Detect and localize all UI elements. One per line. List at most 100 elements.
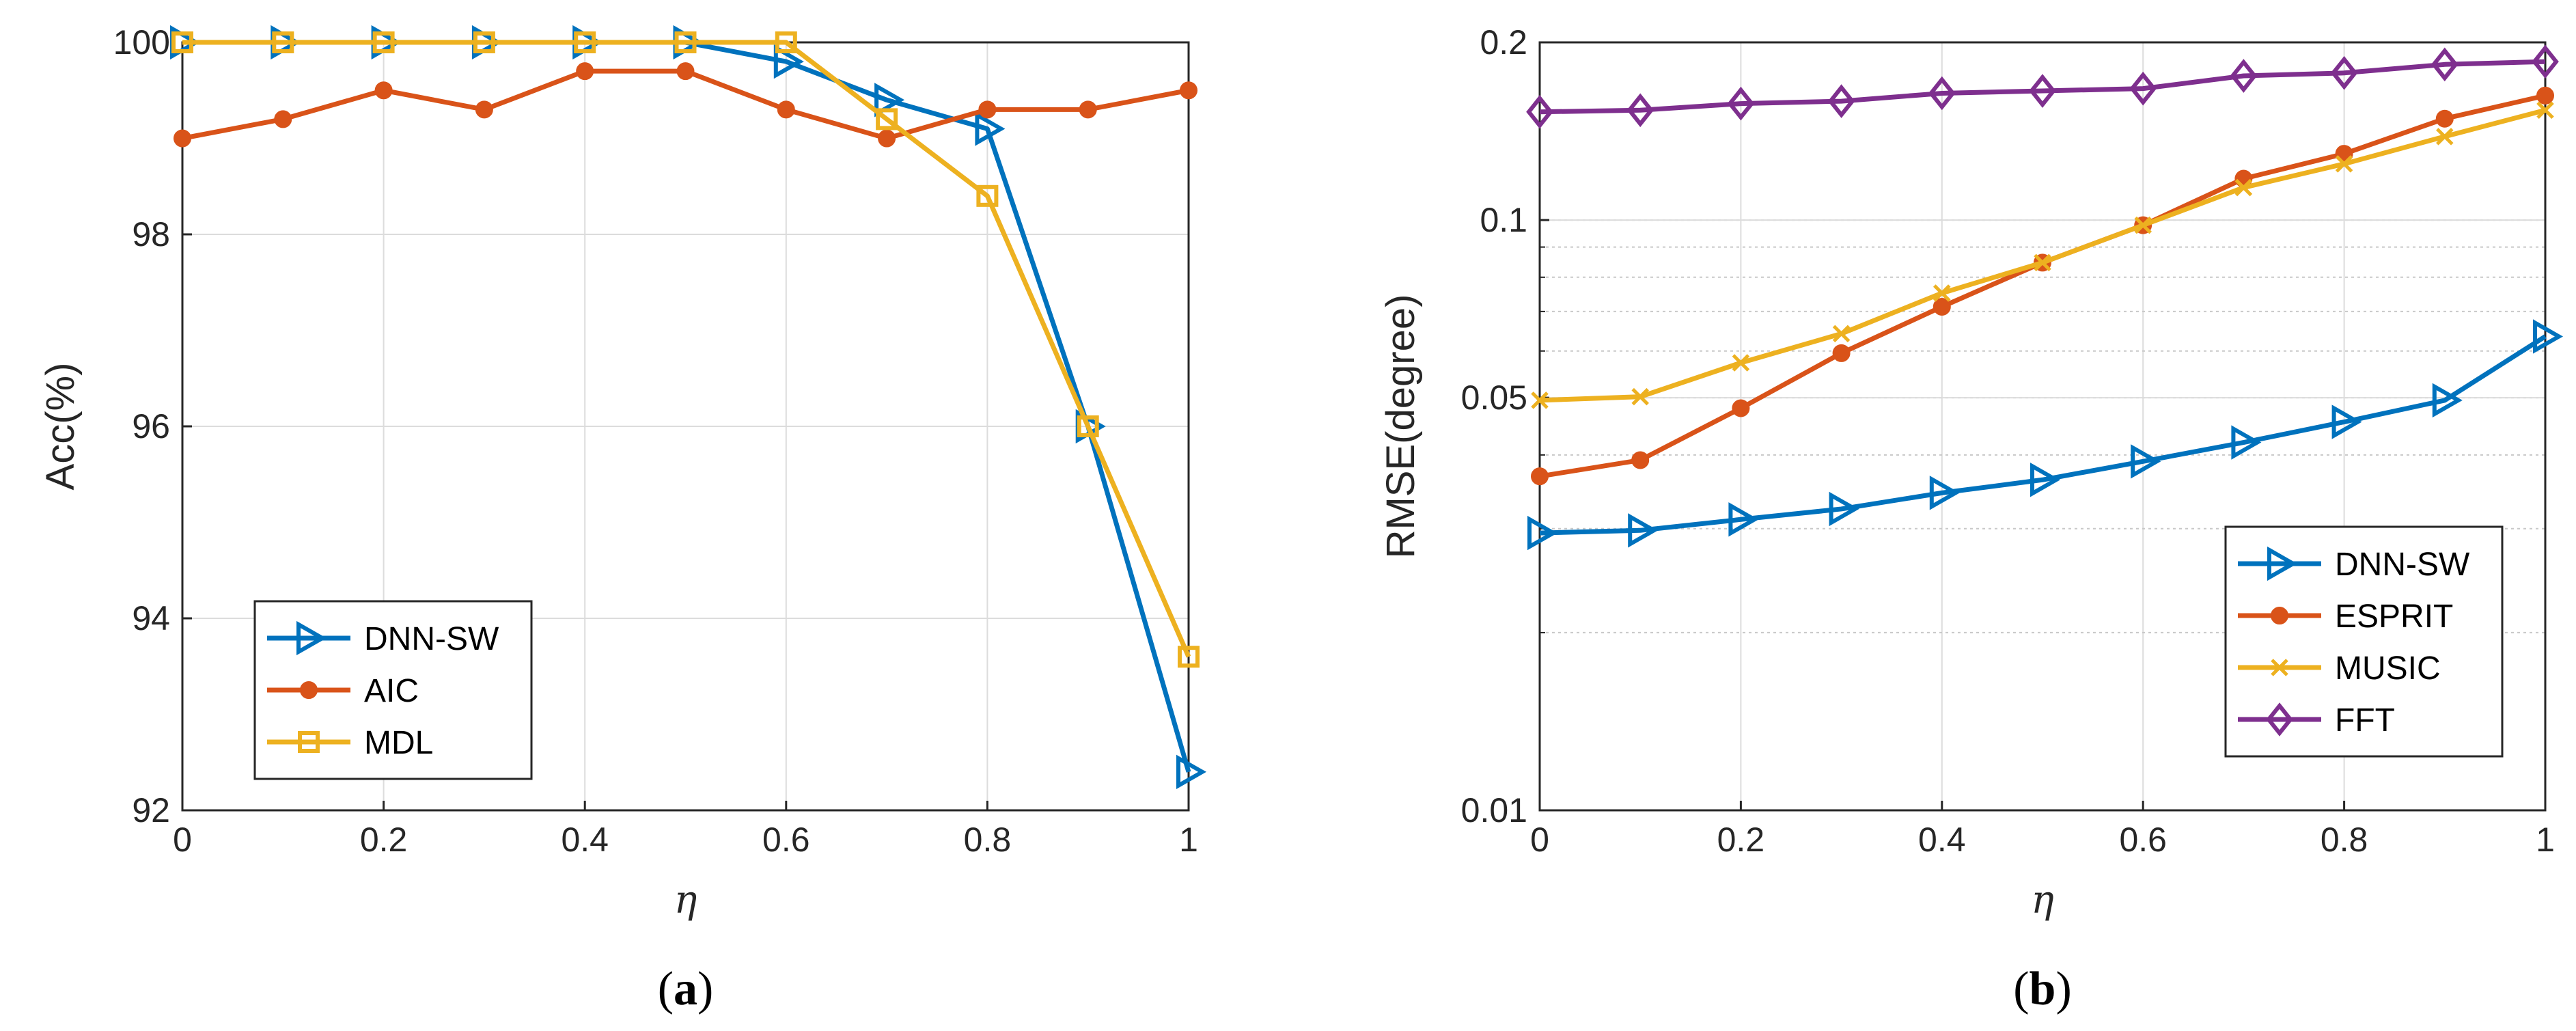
a-legend-marker [298,731,320,753]
a-line-mdl [182,40,1191,658]
b-point-dnn-sw [2231,425,2262,460]
a-x-tick-label: 0.6 [762,821,810,859]
b-point-music [1531,391,1549,409]
b-point-fft [1827,84,1855,118]
b-point-music [2234,178,2253,197]
a-point-aic [978,100,997,119]
a-legend-label: AIC [364,673,419,709]
b-point-music [2335,155,2353,173]
b-point-fft [2430,47,2459,82]
panel-b-axes-box [1538,41,2547,812]
b-point-music [1832,325,1851,343]
panel-a-x-axis-label: η [674,878,697,922]
a-point-mdl [372,31,395,53]
b-x-tick-label: 1 [2536,821,2555,859]
b-point-fft [2330,55,2358,90]
b-point-dnn-sw [2533,319,2564,354]
b-point-esprit [1732,399,1750,417]
b-x-tick-label: 0.4 [1918,821,1966,859]
b-point-dnn-sw [2131,444,2161,479]
b-legend-marker [2271,659,2288,676]
b-x-tick-label: 0.2 [1717,821,1765,859]
b-x-tick-label: 0 [1530,821,1549,859]
a-y-tick-label: 100 [113,23,170,61]
panel-b-ticks: 0 0.2 0.4 0.6 0.8 1 0.01 0.05 0.1 0.2 [1461,23,2555,859]
b-legend-item: DNN-SW [2238,546,2470,583]
a-point-aic [374,81,393,100]
panel-a-caption-open: ( [658,963,674,1015]
a-point-dnn-sw [1176,754,1207,789]
a-point-aic [1079,100,1097,119]
b-legend-item: FFT [2238,702,2395,739]
b-legend-label: MUSIC [2335,650,2441,687]
b-point-music [2134,216,2152,234]
a-point-mdl [574,31,596,53]
a-y-tick-label: 96 [132,407,170,445]
a-series-mdl [171,31,1200,668]
a-x-tick-label: 0.8 [964,821,1012,859]
b-y-tick-label: 0.05 [1461,379,1527,417]
b-point-dnn-sw [1628,513,1659,548]
b-series-dnn-sw [1527,319,2564,551]
a-point-dnn-sw [773,44,804,79]
a-point-mdl [976,184,999,207]
b-legend-label: ESPRIT [2335,599,2453,635]
panel-b-x-axis-label: η [2031,878,2054,922]
b-point-music [2034,253,2051,272]
b-point-dnn-sw [2030,463,2061,497]
a-legend-item: AIC [267,673,419,709]
a-series-aic [174,62,1197,148]
a-point-dnn-sw [874,83,905,118]
a-point-mdl [876,108,898,130]
b-y-tick-label: 0.01 [1461,791,1527,829]
a-point-mdl [473,31,495,53]
a-point-aic [475,100,493,119]
b-legend-item: MUSIC [2238,650,2441,687]
a-legend-item: MDL [267,725,433,761]
b-legend-marker [2267,546,2298,581]
b-y-tick-label: 0.1 [1480,201,1527,239]
panel-a-caption-close: ) [697,963,713,1015]
b-x-tick-label: 0.8 [2321,821,2368,859]
a-legend-marker [300,681,318,699]
b-legend-marker [2271,607,2288,624]
b-x-tick-label: 0.6 [2119,821,2167,859]
b-point-fft [1526,94,1553,129]
b-legend-item: ESPRIT [2238,599,2453,635]
a-point-dnn-sw [975,111,1006,146]
a-point-aic [174,129,191,148]
b-point-dnn-sw [1728,502,1759,537]
b-point-dnn-sw [1929,476,1960,510]
b-point-esprit [1531,467,1549,486]
panel-a-caption: (a) [658,963,714,1015]
panel-b-series [1526,44,2564,551]
a-legend-label: MDL [364,725,433,761]
a-x-tick-label: 1 [1179,821,1198,859]
b-point-dnn-sw [2432,383,2463,418]
b-series-music [1531,101,2554,409]
b-point-esprit [1832,344,1851,362]
a-point-aic [676,62,695,81]
b-point-fft [1626,93,1654,128]
panel-b-caption: (b) [2013,963,2072,1015]
a-point-aic [1180,81,1197,100]
panel-b-rmse-chart: 0 0.2 0.4 0.6 0.8 1 0.01 0.05 0.1 0.2 RMSE(degree… [1379,23,2564,1015]
b-point-music [2436,128,2454,146]
panel-b-y-axis-label: RMSE(degree) [1379,294,1423,559]
b-point-fft [1727,86,1755,121]
panel-a-legend: DNN-SW AIC MDL [253,600,533,780]
a-point-mdl [674,31,697,53]
a-point-mdl [1178,646,1200,668]
b-y-tick-label: 0.2 [1480,23,1527,61]
b-line-dnn-sw [1539,334,2547,536]
panel-b-caption-letter: b [2030,963,2056,1015]
b-point-dnn-sw [1829,491,1859,527]
panel-a-caption-letter: a [674,963,697,1015]
b-series-fft [1526,44,2559,129]
b-legend-label: DNN-SW [2335,547,2470,583]
a-x-tick-label: 0.4 [561,821,609,859]
b-point-music [1631,387,1649,406]
b-point-music [1732,354,1750,372]
b-point-dnn-sw [2331,404,2362,439]
